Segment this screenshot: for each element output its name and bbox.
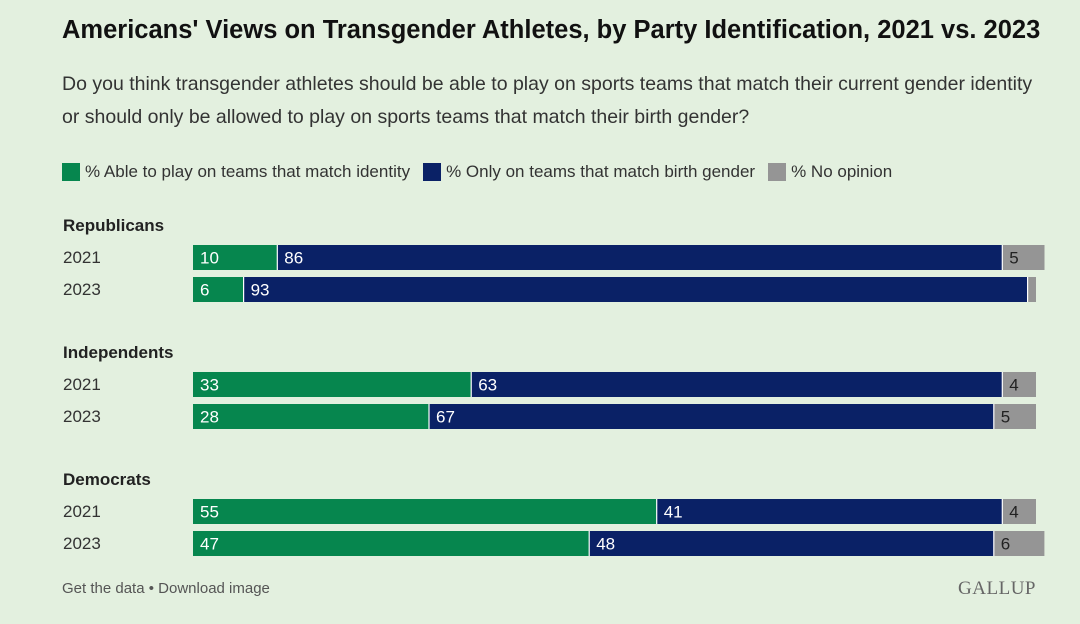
bar-segment-birth: [277, 245, 1003, 270]
bar-segment-no_opinion: [1002, 499, 1036, 524]
data-label: 67: [436, 408, 455, 427]
data-label: 93: [251, 281, 270, 300]
bar-segment-no_opinion: [1002, 245, 1045, 270]
chart-legend: % Able to play on teams that match ident…: [62, 162, 905, 182]
legend-label-no-opinion: % No opinion: [791, 162, 893, 181]
data-label: 6: [1001, 535, 1010, 554]
data-label: 10: [200, 249, 219, 268]
year-label: 2021: [63, 375, 101, 394]
data-label: 5: [1009, 249, 1018, 268]
group-label: Democrats: [63, 470, 151, 489]
year-label: 2021: [63, 502, 101, 521]
bar-segment-birth: [429, 404, 994, 429]
legend-label-identity: % Able to play on teams that match ident…: [85, 162, 411, 181]
bar-segment-birth: [589, 531, 994, 556]
bar-segment-no_opinion: [993, 404, 1036, 429]
bar-segment-identity: [193, 277, 244, 302]
gallup-logo: GALLUP: [958, 578, 1036, 599]
data-label: 33: [200, 376, 219, 395]
bar-segment-birth: [471, 372, 1003, 397]
group-label: Republicans: [63, 216, 164, 235]
bar-segment-identity: [193, 404, 429, 429]
data-label: 63: [478, 376, 497, 395]
legend-item-identity: % Able to play on teams that match ident…: [62, 162, 410, 182]
legend-swatch-birth: [423, 163, 442, 181]
bar-segment-identity: [193, 499, 657, 524]
bar-segment-identity: [193, 531, 590, 556]
data-label: 28: [200, 408, 219, 427]
year-label: 2023: [63, 534, 101, 553]
bar-segment-identity: [193, 245, 278, 270]
data-label: 47: [200, 535, 219, 554]
data-label: 48: [596, 535, 615, 554]
footer-separator: •: [148, 580, 154, 597]
data-label: 86: [284, 249, 303, 268]
data-label: 6: [200, 281, 209, 300]
bar-segment-birth: [243, 277, 1028, 302]
data-label: 5: [1001, 408, 1010, 427]
footer: Get the data • Download image: [62, 580, 270, 597]
legend-swatch-identity: [62, 163, 80, 181]
get-data-link[interactable]: Get the data: [62, 580, 145, 597]
bar-segment-identity: [193, 372, 472, 397]
year-label: 2023: [63, 280, 101, 299]
year-label: 2021: [63, 248, 101, 267]
chart-title: Americans' Views on Transgender Athletes…: [62, 16, 1041, 44]
data-label: 41: [664, 503, 683, 522]
group-label: Independents: [63, 343, 174, 362]
bar-segment-no_opinion: [1002, 372, 1036, 397]
data-label: 4: [1009, 376, 1018, 395]
year-label: 2023: [63, 407, 101, 426]
download-image-link[interactable]: Download image: [158, 580, 270, 597]
legend-swatch-no-opinion: [768, 163, 787, 181]
data-label: 55: [200, 503, 219, 522]
chart-subtitle: Do you think transgender athletes should…: [62, 73, 1033, 128]
bar-segment-birth: [656, 499, 1003, 524]
legend-item-birth: % Only on teams that match birth gender: [423, 162, 755, 182]
bar-segment-no_opinion: [1027, 277, 1036, 302]
data-label: 4: [1009, 503, 1018, 522]
legend-label-birth: % Only on teams that match birth gender: [446, 162, 756, 181]
legend-item-no-opinion: % No opinion: [768, 162, 892, 182]
bar-segment-no_opinion: [993, 531, 1045, 556]
